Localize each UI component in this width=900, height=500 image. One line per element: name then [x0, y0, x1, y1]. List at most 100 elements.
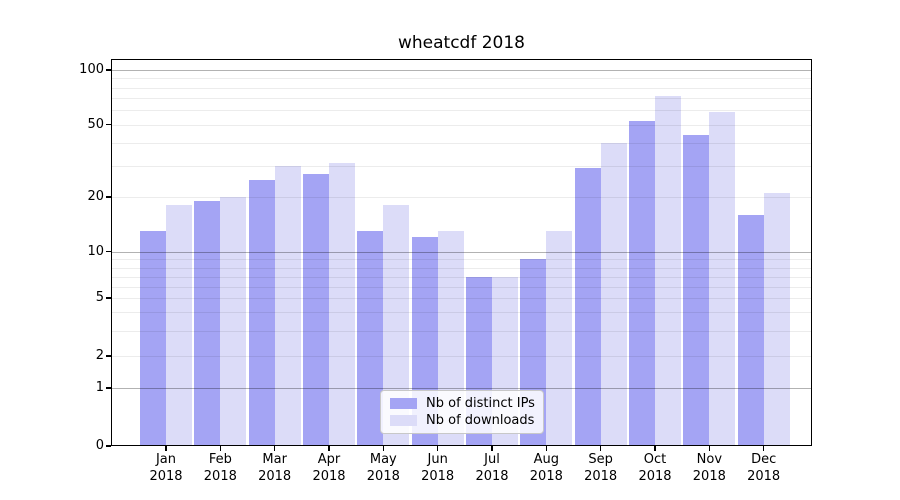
gridline-minor-6: [111, 287, 812, 288]
y-tick-label-0: 0: [95, 438, 104, 453]
gridline-minor-5: [111, 298, 812, 299]
y-tick-mark-20: [105, 196, 111, 198]
y-tick-label-100: 100: [79, 62, 104, 77]
x-tick-label-oct: Oct 2018: [627, 452, 683, 485]
y-tick-label-2: 2: [95, 348, 104, 363]
gridline-minor-60: [111, 110, 812, 112]
y-tick-label-50: 50: [87, 116, 104, 132]
y-tick-mark-100: [105, 69, 111, 71]
legend-label-downloads: Nb of downloads: [426, 413, 535, 428]
y-tick-mark-10: [105, 250, 111, 253]
x-tick-mark-mar: [274, 446, 276, 451]
legend-item-distinct-ips: Nb of distinct IPs: [390, 395, 535, 412]
bar-downloads-jan: [166, 205, 192, 446]
legend-swatch-distinct-ips: [390, 398, 417, 409]
bar-downloads-nov: [709, 111, 736, 446]
bar-downloads-feb: [220, 197, 247, 446]
x-tick-year-feb: 2018: [203, 468, 237, 484]
bar-distinct-ips-mar: [248, 179, 275, 446]
gridlines-layer: [111, 59, 812, 446]
bar-downloads-mar: [274, 165, 301, 446]
gridline-minor-4: [111, 312, 812, 313]
gridline-minor-30: [111, 165, 812, 167]
y-tick-mark-2: [105, 355, 111, 357]
bar-downloads-apr: [328, 163, 355, 446]
x-tick-label-apr: Apr 2018: [301, 452, 357, 485]
x-tick-year-jul: 2018: [475, 468, 509, 484]
y-tick-label-1: 1: [95, 380, 104, 395]
x-tick-mark-jun: [437, 446, 439, 451]
gridline-minor-3: [111, 330, 812, 332]
bar-distinct-ips-feb: [194, 201, 221, 446]
x-tick-month-aug: Aug: [533, 452, 560, 467]
gridline-minor-50: [111, 124, 812, 126]
gridline-minor-40: [111, 142, 812, 144]
gridline-minor-2: [111, 356, 812, 357]
x-tick-month-apr: Apr: [317, 452, 341, 467]
gridline-minor-8: [111, 267, 812, 269]
gridline-minor-9: [111, 259, 812, 260]
x-tick-month-nov: Nov: [696, 452, 723, 467]
bar-distinct-ips-dec: [737, 214, 764, 446]
x-tick-month-jun: Jun: [427, 452, 448, 467]
y-tick-mark-0: [105, 445, 111, 447]
x-tick-month-jan: Jan: [155, 452, 177, 467]
chart-title: wheatcdf 2018: [397, 33, 525, 53]
gridline-major-1: [111, 388, 812, 389]
bar-distinct-ips-sep: [574, 168, 601, 446]
bar-distinct-ips-apr: [302, 173, 329, 446]
x-tick-year-jun: 2018: [421, 468, 455, 484]
x-tick-month-jul: Jul: [484, 452, 500, 467]
x-tick-label-may: May 2018: [355, 452, 411, 485]
x-tick-mark-aug: [545, 446, 547, 451]
x-tick-mark-jul: [491, 446, 493, 451]
bar-downloads-dec: [763, 193, 790, 446]
legend-label-distinct-ips: Nb of distinct IPs: [426, 396, 535, 411]
x-tick-month-sep: Sep: [588, 452, 613, 467]
legend-swatch-downloads: [390, 415, 417, 426]
x-tick-year-may: 2018: [366, 468, 400, 484]
x-tick-label-aug: Aug 2018: [518, 452, 574, 485]
x-tick-mark-may: [382, 446, 384, 451]
x-tick-mark-oct: [654, 446, 656, 451]
x-tick-year-mar: 2018: [258, 468, 292, 484]
gridline-minor-80: [111, 87, 812, 89]
x-tick-year-jan: 2018: [149, 468, 183, 484]
y-tick-label-10: 10: [87, 243, 104, 259]
x-tick-label-jul: Jul 2018: [464, 452, 520, 485]
gridline-minor-20: [111, 197, 812, 198]
x-tick-label-nov: Nov 2018: [681, 452, 737, 485]
bar-downloads-sep: [600, 142, 627, 446]
bar-downloads-oct: [654, 95, 681, 446]
x-tick-year-sep: 2018: [584, 468, 618, 484]
x-tick-mark-apr: [328, 446, 330, 451]
y-tick-label-20: 20: [87, 189, 104, 204]
legend-item-downloads: Nb of downloads: [390, 412, 535, 429]
x-tick-label-sep: Sep 2018: [573, 452, 629, 485]
y-tick-mark-5: [105, 297, 111, 299]
gridline-major-10: [111, 251, 812, 253]
x-tick-year-nov: 2018: [692, 468, 726, 484]
gridline-minor-90: [111, 78, 812, 80]
legend: Nb of distinct IPs Nb of downloads: [380, 390, 544, 434]
x-tick-month-may: May: [369, 452, 397, 467]
x-tick-label-jan: Jan 2018: [138, 452, 194, 485]
x-tick-label-dec: Dec 2018: [736, 452, 792, 485]
x-tick-mark-nov: [708, 446, 710, 451]
gridline-minor-70: [111, 98, 812, 100]
x-tick-year-oct: 2018: [638, 468, 672, 484]
x-tick-mark-feb: [219, 446, 221, 451]
x-tick-month-feb: Feb: [208, 452, 232, 467]
bar-distinct-ips-nov: [683, 134, 710, 446]
x-tick-mark-dec: [763, 446, 765, 451]
gridline-minor-7: [111, 277, 812, 278]
y-tick-mark-50: [105, 123, 111, 126]
x-tick-year-aug: 2018: [529, 468, 563, 484]
y-tick-label-5: 5: [95, 290, 104, 305]
bar-distinct-ips-oct: [628, 121, 655, 446]
x-tick-label-mar: Mar 2018: [247, 452, 303, 485]
x-tick-month-dec: Dec: [751, 452, 777, 467]
bar-distinct-ips-jan: [140, 230, 166, 446]
plot-area: [111, 59, 812, 446]
